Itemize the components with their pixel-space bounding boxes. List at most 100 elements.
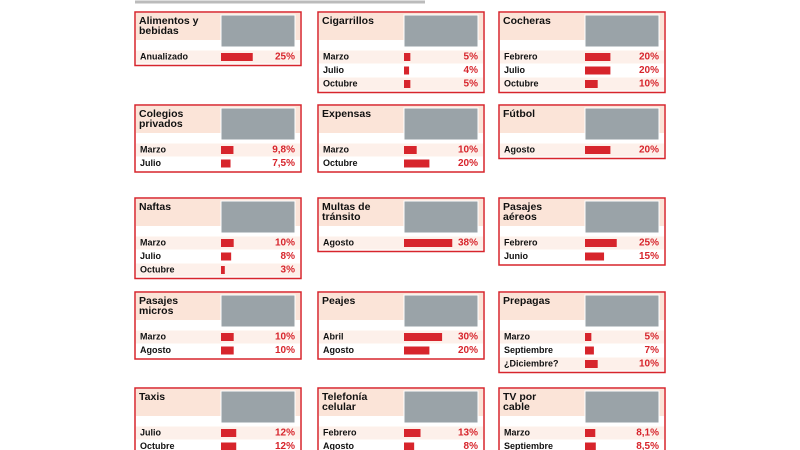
row-label: Febrero (504, 237, 538, 247)
bar (585, 80, 598, 88)
photo (584, 200, 660, 234)
row-band (500, 236, 664, 250)
bar (404, 66, 410, 75)
row-band (136, 236, 300, 250)
panel-title: Colegios privados (139, 108, 183, 130)
row-label: Octubre (504, 78, 539, 88)
value-label: 13% (458, 428, 478, 439)
title-line: Telefonía (322, 391, 367, 403)
row-band (500, 50, 664, 64)
row-band (136, 143, 300, 157)
value-label: 20% (639, 52, 659, 63)
value-label: 38% (458, 238, 478, 249)
title-line: Expensas (322, 108, 371, 120)
photo (220, 390, 296, 424)
value-label: 8% (464, 441, 479, 450)
row-label: Marzo (323, 51, 350, 61)
value-label: 20% (458, 345, 478, 356)
value-label: 10% (275, 238, 295, 249)
bar (221, 333, 234, 341)
title-line: celular (322, 401, 356, 413)
value-label: 10% (275, 332, 295, 343)
photo (403, 390, 479, 424)
panel-title: Cocheras (503, 15, 551, 27)
bar (585, 429, 596, 437)
row-band (136, 50, 300, 64)
bar (585, 66, 611, 75)
value-label: 5% (464, 52, 479, 63)
row-label: Octubre (323, 158, 358, 168)
row-label: Febrero (323, 427, 357, 437)
row-label: Agosto (323, 237, 354, 247)
photo (403, 294, 479, 328)
value-label: 10% (458, 145, 478, 156)
title-line: Prepagas (503, 295, 550, 307)
bar (404, 159, 430, 168)
row-label: Agosto (504, 144, 535, 154)
title-line: Fútbol (503, 108, 535, 120)
row-label: Julio (140, 251, 162, 261)
row-band (500, 77, 664, 91)
row-label: Marzo (323, 144, 350, 154)
title-line: TV por (503, 391, 536, 403)
row-band (500, 330, 664, 344)
value-label: 8% (281, 251, 296, 262)
photo (584, 107, 660, 141)
row-label: Marzo (140, 331, 167, 341)
bar (221, 239, 234, 247)
bar (221, 266, 225, 274)
row-band (136, 263, 300, 277)
row-band (136, 330, 300, 344)
row-label: Julio (140, 158, 162, 168)
row-label: Agosto (323, 345, 354, 355)
row-label: Febrero (504, 51, 538, 61)
row-label: Marzo (504, 427, 531, 437)
bar (221, 252, 232, 261)
bar (221, 53, 253, 61)
row-band (319, 50, 483, 64)
bar (404, 442, 415, 450)
bar (404, 80, 411, 88)
title-line: privados (139, 118, 183, 130)
value-label: 7,5% (272, 158, 295, 169)
photo (220, 14, 296, 48)
panel-title: Alimentos y bebidas (139, 15, 199, 37)
panel-title: Naftas (139, 201, 171, 213)
row-band (319, 143, 483, 157)
bar (404, 429, 421, 437)
title-line: Cocheras (503, 15, 551, 27)
row-label: Octubre (140, 441, 175, 450)
title-line: Naftas (139, 201, 171, 213)
title-line: aéreos (503, 211, 537, 223)
row-label: Agosto (140, 345, 171, 355)
value-label: 10% (639, 359, 659, 370)
title-line: Peajes (322, 295, 355, 307)
panel-title: Cigarrillos (322, 15, 374, 27)
row-band (500, 426, 664, 440)
photo (403, 14, 479, 48)
title-line: Pasajes (503, 201, 542, 213)
value-label: 20% (639, 65, 659, 76)
row-label: Agosto (323, 441, 354, 450)
row-label: Abril (323, 331, 344, 341)
panel-title: Telefonía celular (322, 391, 367, 413)
title-line: Alimentos y (139, 15, 199, 27)
title-line: Colegios (139, 108, 183, 120)
panel-title: Expensas (322, 108, 371, 120)
title-line: tránsito (322, 211, 361, 223)
panel-title: Taxis (139, 391, 165, 403)
value-label: 10% (275, 345, 295, 356)
bar (404, 346, 430, 355)
panel-title: Peajes (322, 295, 355, 307)
bar (221, 346, 234, 355)
panel-title: Pasajes micros (139, 295, 178, 317)
row-band (500, 357, 664, 371)
panel-title: TV por cable (503, 391, 536, 413)
value-label: 20% (639, 145, 659, 156)
panel-title: Pasajes aéreos (503, 201, 542, 223)
value-label: 5% (645, 332, 660, 343)
bar (221, 442, 237, 450)
row-band (319, 77, 483, 91)
photo (220, 294, 296, 328)
